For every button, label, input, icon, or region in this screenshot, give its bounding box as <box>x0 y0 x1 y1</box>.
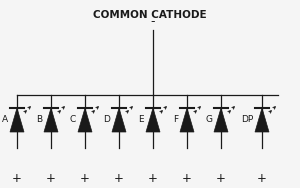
Polygon shape <box>180 108 194 132</box>
Text: +: + <box>148 171 158 184</box>
Text: +: + <box>114 171 124 184</box>
Text: C: C <box>70 114 76 124</box>
Text: A: A <box>2 114 8 124</box>
Polygon shape <box>255 108 269 132</box>
Text: +: + <box>182 171 192 184</box>
Text: DP: DP <box>241 114 253 124</box>
Text: +: + <box>12 171 22 184</box>
Text: E: E <box>138 114 144 124</box>
Text: +: + <box>257 171 267 184</box>
Polygon shape <box>146 108 160 132</box>
Text: +: + <box>46 171 56 184</box>
Polygon shape <box>214 108 228 132</box>
Text: G: G <box>205 114 212 124</box>
Text: +: + <box>80 171 90 184</box>
Polygon shape <box>10 108 24 132</box>
Polygon shape <box>112 108 126 132</box>
Text: COMMON CATHODE: COMMON CATHODE <box>93 10 207 20</box>
Text: F: F <box>173 114 178 124</box>
Polygon shape <box>78 108 92 132</box>
Text: D: D <box>103 114 110 124</box>
Text: B: B <box>36 114 42 124</box>
Polygon shape <box>44 108 58 132</box>
Text: -: - <box>151 15 155 29</box>
Text: +: + <box>216 171 226 184</box>
